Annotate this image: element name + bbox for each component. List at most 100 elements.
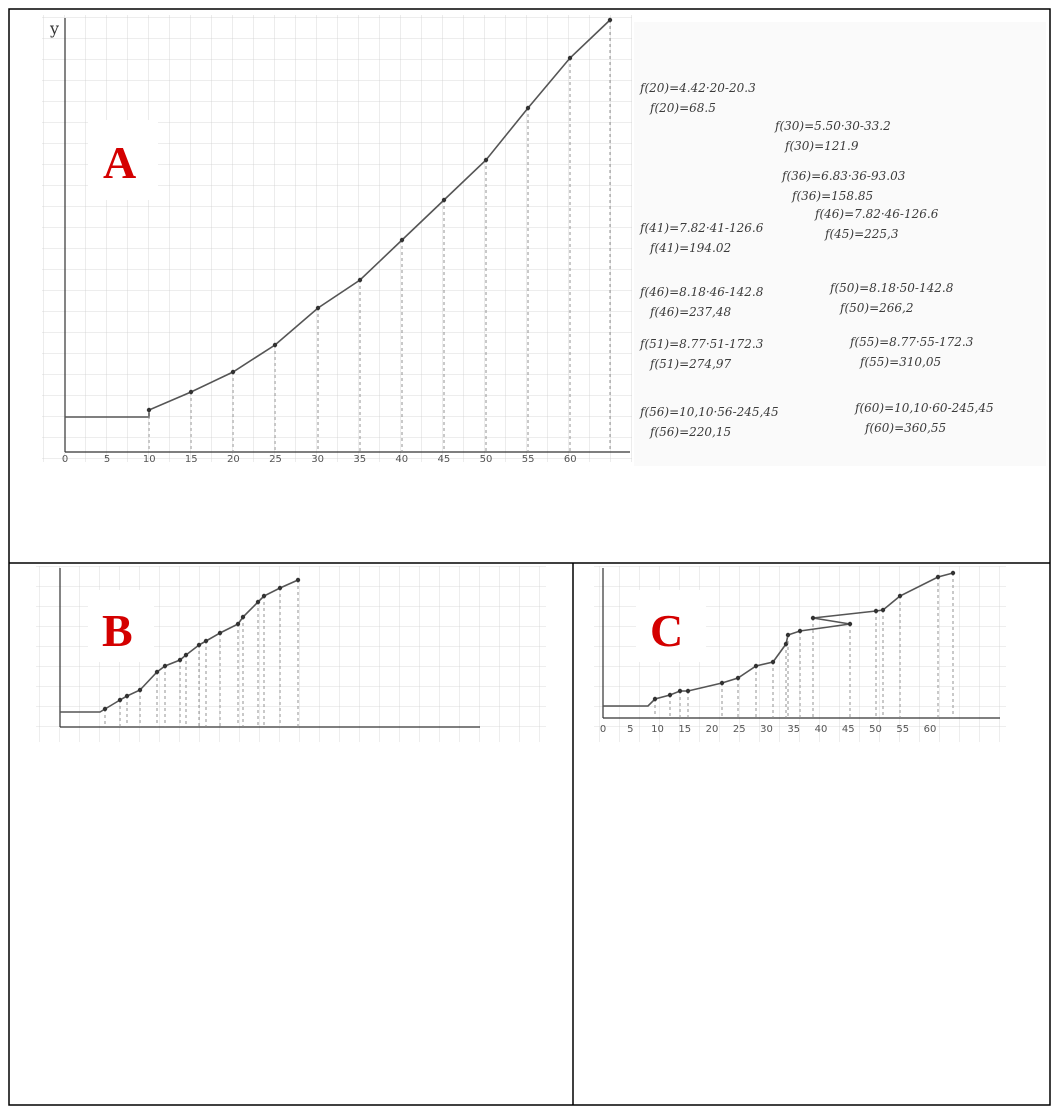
x-tick-label: 35	[787, 724, 800, 735]
point	[652, 696, 658, 702]
note-result: f(56)=220,15	[649, 425, 731, 439]
note-result: f(36)=158.85	[791, 189, 873, 203]
point	[935, 574, 941, 580]
point	[677, 688, 683, 694]
note-result: f(45)=225,3	[824, 227, 899, 241]
x-tick-label: 45	[438, 454, 451, 465]
x-tick-label: 45	[842, 724, 855, 735]
panel-label: B	[102, 605, 133, 656]
point	[137, 687, 143, 693]
note-expression: f(41)=7.82·41-126.6	[639, 221, 764, 235]
point	[162, 663, 168, 669]
point	[847, 621, 853, 627]
point	[235, 621, 241, 627]
point	[261, 593, 267, 599]
x-tick-label: 10	[651, 724, 664, 735]
note-result: f(46)=237,48	[649, 305, 731, 319]
note-result: f(20)=68.5	[649, 101, 716, 115]
point	[950, 570, 956, 576]
x-tick-label: 55	[522, 454, 535, 465]
point	[217, 630, 223, 636]
x-tick-label: 15	[185, 454, 198, 465]
point	[146, 407, 152, 413]
point	[295, 577, 301, 583]
x-tick-label: 40	[395, 454, 408, 465]
point	[203, 638, 209, 644]
x-tick-label: 35	[353, 454, 366, 465]
point	[230, 369, 236, 375]
point	[315, 305, 321, 311]
notes-area	[634, 22, 1046, 466]
point	[770, 659, 776, 665]
note-expression: f(46)=7.82·46-126.6	[814, 207, 939, 221]
point	[810, 615, 816, 621]
point	[567, 55, 573, 61]
point	[753, 663, 759, 669]
note-expression: f(30)=5.50·30-33.2	[774, 119, 891, 133]
point	[735, 675, 741, 681]
point	[240, 614, 246, 620]
label-box	[88, 590, 154, 662]
x-tick-label: 10	[143, 454, 156, 465]
point	[117, 697, 123, 703]
point	[783, 641, 789, 647]
note-result: f(30)=121.9	[784, 139, 859, 153]
panel-label: C	[650, 605, 683, 656]
point	[154, 669, 160, 675]
table-border	[8, 8, 1051, 1106]
point	[897, 593, 903, 599]
label-box	[88, 120, 158, 200]
x-tick-label: 60	[924, 724, 937, 735]
point	[880, 607, 886, 613]
x-tick-label: 30	[311, 454, 324, 465]
note-result: f(50)=266,2	[839, 301, 913, 315]
point	[667, 692, 673, 698]
note-result: f(55)=310,05	[859, 355, 941, 369]
note-expression: f(55)=8.77·55-172.3	[849, 335, 974, 349]
point	[873, 608, 879, 614]
point	[183, 652, 189, 658]
point	[188, 389, 194, 395]
note-expression: f(36)=6.83·36-93.03	[781, 169, 906, 183]
x-tick-label: 15	[678, 724, 691, 735]
point	[525, 105, 531, 111]
note-result: f(41)=194.02	[649, 241, 731, 255]
x-tick-label: 5	[104, 454, 110, 465]
x-tick-label: 20	[227, 454, 240, 465]
x-tick-label: 50	[869, 724, 882, 735]
note-expression: f(56)=10,10·56-245,45	[639, 405, 779, 419]
curve	[65, 19, 611, 418]
point	[399, 237, 405, 243]
x-tick-label: 40	[815, 724, 828, 735]
panel-label: A	[103, 137, 136, 188]
note-result: f(60)=360,55	[864, 421, 946, 435]
x-tick-label: 50	[480, 454, 493, 465]
graph-paper	[42, 15, 632, 462]
x-tick-label: 30	[760, 724, 773, 735]
x-tick-label: 20	[706, 724, 719, 735]
point	[124, 693, 130, 699]
y-axis-label: y	[49, 19, 59, 38]
point	[483, 157, 489, 163]
x-tick-label: 0	[62, 454, 68, 465]
x-tick-label: 55	[896, 724, 909, 735]
note-expression: f(20)=4.42·20-20.3	[639, 81, 756, 95]
x-tick-label: 0	[600, 724, 606, 735]
point	[685, 688, 691, 694]
point	[785, 632, 791, 638]
x-tick-label: 60	[564, 454, 577, 465]
note-expression: f(60)=10,10·60-245,45	[854, 401, 994, 415]
label-box	[636, 590, 706, 662]
note-result: f(51)=274,97	[649, 357, 731, 371]
note-expression: f(51)=8.77·51-172.3	[639, 337, 764, 351]
point	[255, 599, 261, 605]
point	[196, 642, 202, 648]
x-tick-label: 5	[627, 724, 633, 735]
point	[719, 680, 725, 686]
point	[277, 585, 283, 591]
point	[441, 197, 447, 203]
point	[102, 706, 108, 712]
point	[272, 342, 278, 348]
